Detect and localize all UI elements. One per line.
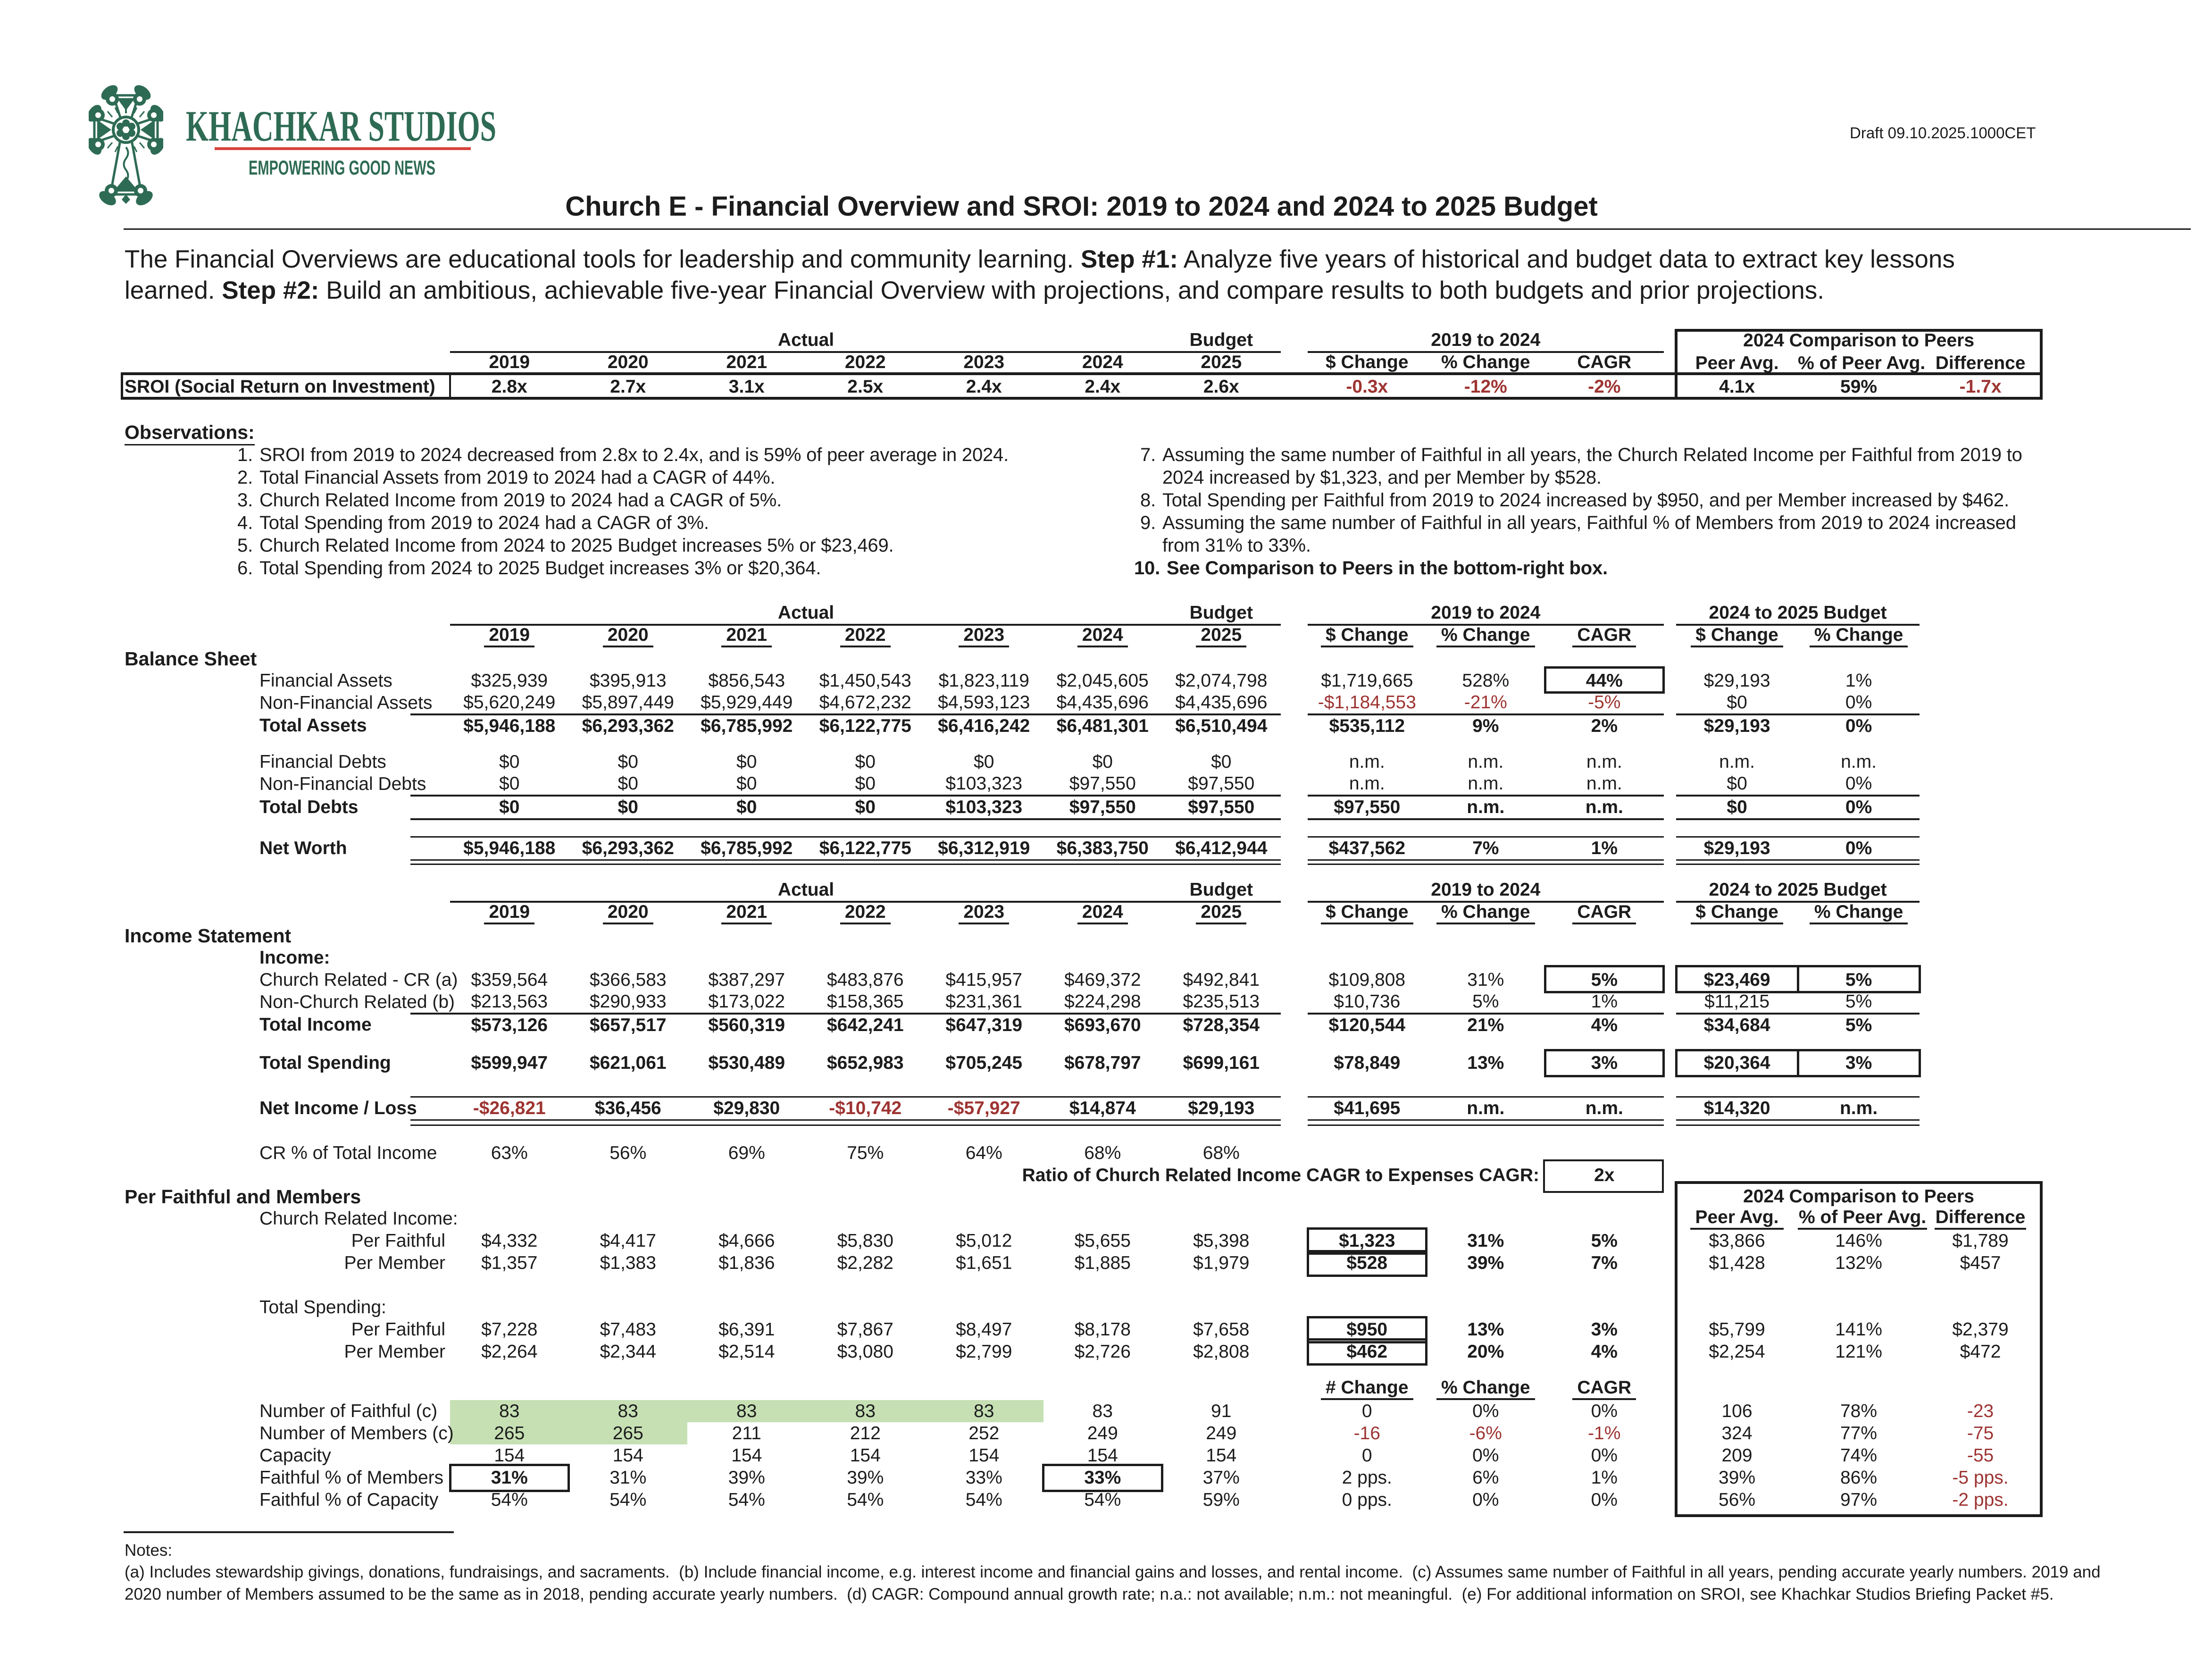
svg-text:KHACHKAR STUDIOS: KHACHKAR STUDIOS: [186, 104, 496, 150]
svg-text:EMPOWERING GOOD NEWS: EMPOWERING GOOD NEWS: [249, 157, 435, 179]
